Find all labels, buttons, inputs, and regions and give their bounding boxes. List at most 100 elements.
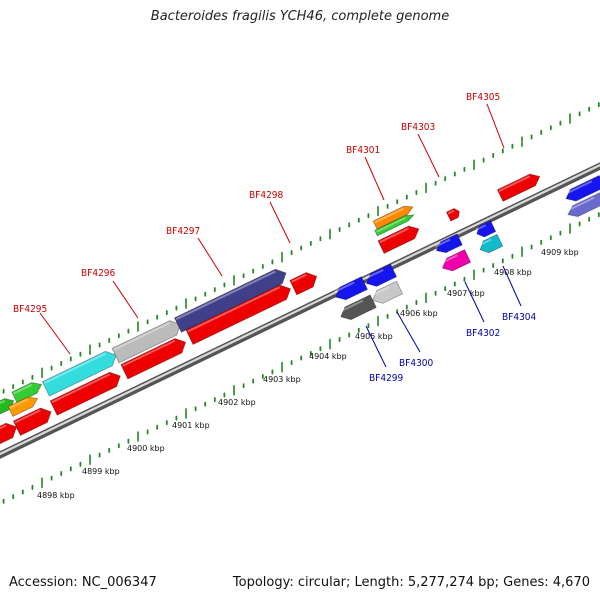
kbp-tick-label: 4907 kbp [447, 289, 485, 298]
kbp-tick-label: 4909 kbp [541, 248, 579, 257]
gene-arrow[interactable] [363, 263, 398, 290]
accession-text: Accession: NC_006347 [9, 575, 157, 590]
leader-line [364, 156, 385, 201]
gene-shape [371, 280, 404, 304]
gene-label-bf4300[interactable]: BF4300 [399, 358, 434, 369]
gene-highlight [564, 180, 593, 196]
gene-arrow[interactable] [372, 203, 415, 230]
gene-arrow[interactable] [496, 171, 542, 202]
gene-arrow[interactable] [333, 276, 368, 303]
leader-line [269, 201, 291, 244]
gene-highlight [440, 254, 458, 265]
gene-arrow[interactable] [565, 191, 600, 220]
gene-arrow[interactable] [120, 335, 189, 380]
genome-summary-text: Topology: circular; Length: 5,277,274 bp… [232, 575, 590, 590]
gene-highlight [566, 196, 595, 212]
gene-highlight [379, 227, 410, 244]
label-layer: 4898 kbp 4899 kbp 4900 kbp 4901 kbp 4902 kbp… [13, 92, 579, 500]
gene-arrow[interactable] [445, 207, 461, 222]
gene-shape [0, 422, 18, 447]
gene-label-bf4297[interactable]: BF4297 [166, 226, 200, 237]
gene-highlight [376, 216, 406, 233]
gene-shape [7, 396, 39, 417]
gene-arrow[interactable] [374, 212, 415, 237]
gene-arrow[interactable] [111, 317, 184, 364]
leader-line [417, 133, 440, 178]
gene-highlight [0, 399, 6, 409]
gene-shape [365, 263, 398, 287]
gene-label-bf4301[interactable]: BF4301 [346, 145, 380, 156]
gene-highlight [447, 209, 455, 215]
gene-label-bf4303[interactable]: BF4303 [401, 122, 435, 133]
gene-arrow[interactable] [41, 348, 119, 397]
kbp-tick-label: 4904 kbp [309, 352, 347, 361]
gene-arrow[interactable] [173, 266, 289, 333]
gene-highlight [291, 273, 307, 283]
gene-arrow[interactable] [563, 174, 600, 204]
gene-highlight [370, 285, 390, 297]
gene-shape [111, 320, 181, 364]
gene-shape [12, 407, 52, 436]
gene-shape [11, 382, 43, 404]
gene-shape [340, 294, 377, 321]
kbp-tick-label: 4908 kbp [494, 268, 532, 277]
backbone-line [0, 163, 600, 456]
gene-highlight [175, 270, 276, 321]
leader-line [39, 312, 71, 355]
gene-shape [441, 249, 472, 272]
gene-highlight [435, 238, 451, 248]
map-title: Bacteroides fragilis YCH46, complete gen… [150, 9, 450, 24]
gene-arrow[interactable] [369, 280, 404, 307]
gene-arrow[interactable] [377, 223, 422, 254]
gene-shape [120, 338, 187, 380]
gene-label-bf4299[interactable]: BF4299 [369, 373, 404, 384]
gene-shape [289, 272, 318, 296]
gene-arrow[interactable] [338, 294, 377, 323]
gene-arrow[interactable] [289, 269, 320, 296]
gene-layer [0, 171, 600, 447]
kbp-tick-label: 4902 kbp [218, 398, 256, 407]
kbp-tick-label: 4899 kbp [82, 467, 120, 476]
gene-highlight [478, 238, 492, 247]
gene-arrow[interactable] [434, 233, 463, 256]
gene-shape [173, 268, 287, 333]
gene-label-bf4305[interactable]: BF4305 [466, 92, 500, 103]
kbp-tick-label: 4905 kbp [355, 332, 393, 341]
kbp-tick-label: 4906 kbp [400, 309, 438, 318]
gene-arrow[interactable] [477, 233, 504, 255]
gene-arrow[interactable] [0, 420, 20, 447]
gene-shape [372, 205, 414, 230]
gene-arrow[interactable] [474, 220, 497, 240]
leader-line [197, 237, 223, 277]
leader-line [502, 265, 522, 307]
leader-line [365, 325, 387, 368]
kbp-tick-label: 4901 kbp [172, 421, 210, 430]
gene-label-bf4295[interactable]: BF4295 [13, 304, 47, 315]
gene-shape [185, 284, 291, 346]
gene-label-bf4296[interactable]: BF4296 [81, 268, 116, 279]
gene-highlight [113, 321, 171, 351]
leader-line [112, 280, 139, 319]
gene-label-bf4302[interactable]: BF4302 [466, 328, 500, 339]
gene-highlight [9, 398, 29, 409]
kbp-tick-label: 4898 kbp [37, 491, 75, 500]
gene-shape [496, 173, 541, 202]
gene-arrow[interactable] [7, 394, 40, 417]
gene-shape [377, 225, 420, 254]
gene-arrow[interactable] [185, 281, 294, 346]
gene-shape [49, 371, 121, 416]
track-layer [0, 102, 600, 504]
gene-arrow[interactable] [49, 369, 124, 416]
gene-arrow[interactable] [439, 249, 472, 275]
gene-highlight [13, 383, 33, 395]
kbp-tick-label: 4903 kbp [263, 375, 301, 384]
gene-shape [374, 214, 415, 237]
gene-shape [567, 191, 600, 218]
gene-arrow[interactable] [11, 379, 44, 404]
gene-label-bf4298[interactable]: BF4298 [249, 190, 284, 201]
gene-shape [565, 174, 600, 202]
gene-label-bf4304[interactable]: BF4304 [502, 312, 537, 323]
gene-shape [41, 350, 117, 397]
gene-arrow[interactable] [12, 405, 54, 436]
